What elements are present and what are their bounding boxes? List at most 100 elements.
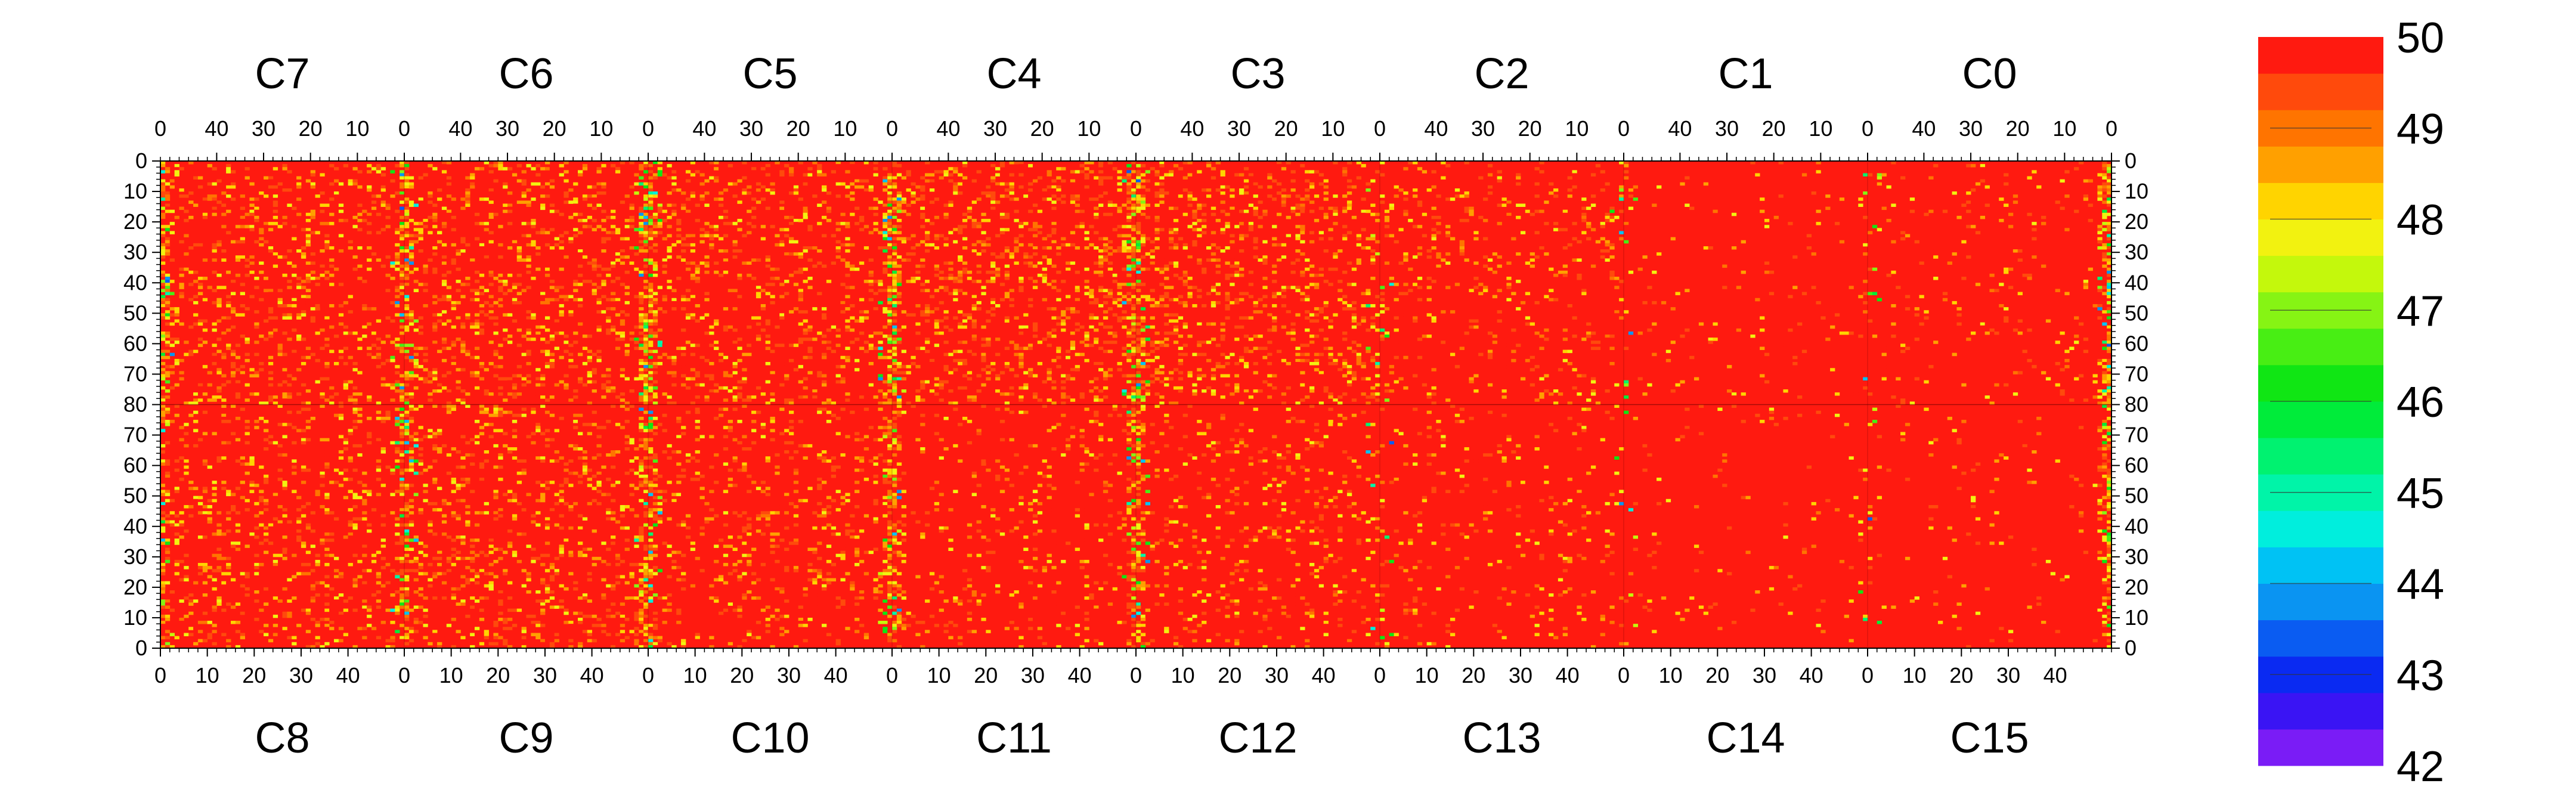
heatmap-cell <box>324 627 330 630</box>
heatmap-cell <box>531 593 536 597</box>
heatmap-cell <box>826 228 832 231</box>
heatmap-cell <box>470 398 475 402</box>
heatmap-cell <box>188 401 194 405</box>
heatmap-cell <box>498 407 503 411</box>
heatmap-cell <box>400 481 405 484</box>
heatmap-cell <box>587 484 593 487</box>
heatmap-cell <box>845 194 850 198</box>
heatmap-cell <box>329 304 335 308</box>
heatmap-cell <box>704 267 710 271</box>
heatmap-cell <box>235 395 241 399</box>
heatmap-cell <box>179 633 184 636</box>
heatmap-cell <box>329 258 335 262</box>
heatmap-cell <box>451 304 456 308</box>
heatmap-cell <box>334 179 339 183</box>
heatmap-cell <box>165 355 171 360</box>
heatmap-cell <box>779 237 785 241</box>
heatmap-cell <box>160 501 166 506</box>
heatmap-cell <box>671 355 677 360</box>
heatmap-cell <box>648 292 654 296</box>
heatmap-cell <box>197 630 203 633</box>
heatmap-cell <box>540 553 546 558</box>
heatmap-cell <box>446 176 452 180</box>
heatmap-cell <box>521 200 527 204</box>
heatmap-cell <box>835 380 841 384</box>
heatmap-cell <box>348 295 353 299</box>
heatmap-cell <box>400 484 405 487</box>
heatmap-cell <box>779 273 785 277</box>
heatmap-cell <box>498 304 503 308</box>
heatmap-cell <box>587 215 593 219</box>
heatmap-cell <box>540 338 546 341</box>
heatmap-cell <box>423 270 428 274</box>
heatmap-cell <box>413 197 419 201</box>
heatmap-cell <box>432 325 438 329</box>
heatmap-cell <box>400 496 405 500</box>
heatmap-cell <box>521 237 527 241</box>
heatmap-cell <box>582 346 588 350</box>
heatmap-cell <box>451 215 456 219</box>
heatmap-cell <box>634 633 639 636</box>
heatmap-cell <box>287 304 292 308</box>
heatmap-cell <box>634 295 639 299</box>
heatmap-cell <box>226 535 231 539</box>
heatmap-cell <box>634 614 639 618</box>
heatmap-cell <box>503 215 508 219</box>
heatmap-cell <box>611 225 616 228</box>
heatmap-cell <box>400 246 405 250</box>
heatmap-cell <box>380 514 386 518</box>
heatmap-cell <box>643 392 649 396</box>
heatmap-cell <box>788 310 794 314</box>
heatmap-cell <box>690 249 696 253</box>
heatmap-cell <box>671 374 677 377</box>
heatmap-cell <box>624 596 630 600</box>
heatmap-cell <box>390 355 395 360</box>
heatmap-cell <box>652 225 658 228</box>
heatmap-cell <box>395 541 400 545</box>
heatmap-cell <box>775 243 780 247</box>
heatmap-cell <box>310 416 315 420</box>
heatmap-cell <box>441 563 447 566</box>
heatmap-cell <box>615 301 621 305</box>
heatmap-cell <box>249 481 255 484</box>
heatmap-cell <box>216 298 222 302</box>
heatmap-cell <box>329 246 335 250</box>
heatmap-cell <box>432 340 438 344</box>
heatmap-cell <box>273 222 278 225</box>
heatmap-cell <box>465 200 470 204</box>
heatmap-cell <box>451 481 456 484</box>
heatmap-cell <box>568 240 574 244</box>
heatmap-cell <box>484 355 489 360</box>
heatmap-cell <box>165 559 171 564</box>
heatmap-cell <box>596 633 602 636</box>
heatmap-cell <box>516 283 522 286</box>
heatmap-cell <box>451 514 456 518</box>
heatmap-cell <box>400 523 405 527</box>
heatmap-cell <box>380 167 386 171</box>
heatmap-cell <box>264 526 269 530</box>
heatmap-cell <box>704 395 710 399</box>
heatmap-cell <box>221 404 227 408</box>
heatmap-cell <box>404 401 410 405</box>
heatmap-cell <box>367 523 372 527</box>
heatmap-cell <box>531 499 536 503</box>
heatmap-cell <box>592 267 597 271</box>
heatmap-cell <box>676 352 682 357</box>
heatmap-cell <box>390 200 395 204</box>
heatmap-cell <box>643 645 649 649</box>
heatmap-cell <box>526 200 531 204</box>
heatmap-cell <box>512 386 518 390</box>
heatmap-cell <box>643 584 649 588</box>
heatmap-cell <box>526 316 531 320</box>
heatmap-cell <box>413 535 419 539</box>
heatmap-cell <box>428 298 433 302</box>
heatmap-cell <box>470 371 475 374</box>
heatmap-cell <box>512 283 518 286</box>
heatmap-cell <box>507 313 513 317</box>
heatmap-cell <box>723 328 729 332</box>
heatmap-cell <box>587 630 593 633</box>
heatmap-cell <box>423 435 428 439</box>
heatmap-cell <box>221 322 227 326</box>
heatmap-cell <box>484 301 489 305</box>
heatmap-cell <box>254 310 259 314</box>
